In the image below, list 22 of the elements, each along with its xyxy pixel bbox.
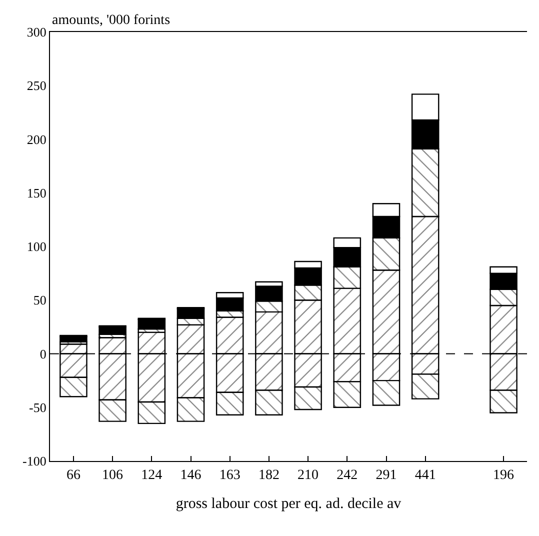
y-tick-label: 250 [26,78,46,94]
y-tick-label: -50 [29,400,46,415]
x-tick-label: 124 [141,468,162,483]
y-tick-label: -100 [22,454,46,469]
x-tick-label: 106 [102,468,124,483]
x-tick-label: 66 [66,468,80,483]
y-axis-title: amounts, '000 forints [52,13,170,28]
x-tick-label: 146 [180,468,202,483]
y-tick-label: 300 [26,24,46,40]
x-tick-label: 291 [376,468,397,483]
x-tick-label: 210 [298,468,319,483]
x-tick-label: 163 [219,468,240,483]
y-tick-label: 0 [40,346,46,362]
x-tick-label: 182 [258,468,280,483]
x-tick-label: 242 [336,468,358,483]
y-tick-label: 150 [26,185,46,200]
y-tick-label: 200 [26,132,46,147]
y-tick-label: 50 [33,292,46,308]
y-tick-label: 100 [26,239,46,254]
x-tick-label: 441 [414,468,436,483]
x-axis-title: gross labour cost per eq. ad. decile av [176,496,402,512]
x-tick-label: 196 [493,468,514,483]
